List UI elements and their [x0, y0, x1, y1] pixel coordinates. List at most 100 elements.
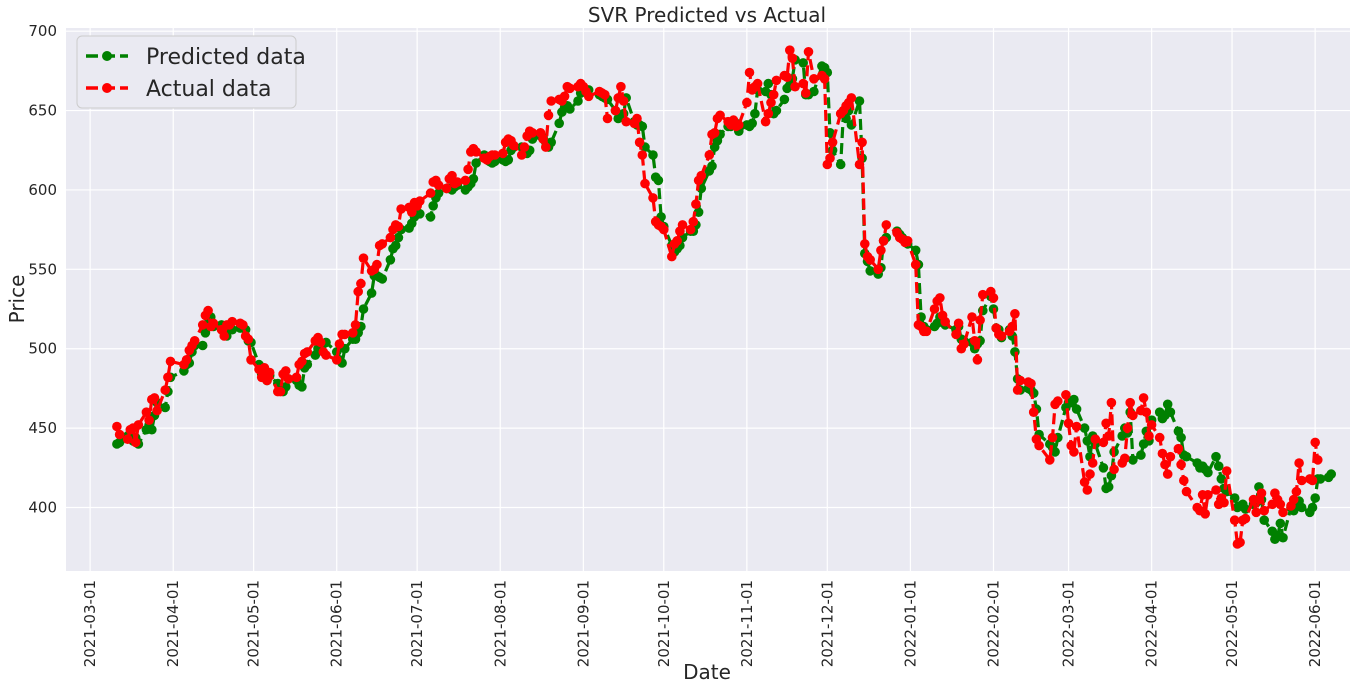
data-point-actual-data: [1229, 515, 1240, 525]
data-point-actual-data: [1063, 418, 1074, 429]
data-point-actual-data: [988, 293, 999, 303]
data-point-actual-data: [559, 91, 570, 102]
data-point-actual-data: [798, 78, 808, 89]
data-point-actual-data: [565, 83, 575, 94]
data-point-actual-data: [1122, 423, 1133, 433]
data-point-predicted-data: [1213, 461, 1224, 472]
data-point-actual-data: [978, 289, 988, 300]
data-point-predicted-data: [1307, 502, 1318, 513]
data-point-actual-data: [219, 331, 229, 341]
data-point-actual-data: [122, 434, 133, 445]
data-point-actual-data: [1141, 407, 1152, 418]
data-point-actual-data: [433, 180, 444, 190]
data-point-predicted-data: [1296, 502, 1307, 513]
data-point-actual-data: [281, 366, 291, 376]
y-tick-label: 600: [28, 181, 57, 199]
legend-box: [76, 35, 297, 109]
data-point-predicted-data: [415, 209, 425, 219]
series-actual-data: [112, 45, 1323, 549]
data-point-actual-data: [621, 116, 631, 127]
data-point-actual-data: [463, 164, 473, 175]
data-point-predicted-data: [1275, 518, 1286, 529]
data-point-predicted-data: [1259, 515, 1269, 525]
data-point-actual-data: [766, 97, 776, 108]
data-point-actual-data: [709, 128, 720, 138]
data-point-actual-data: [902, 236, 913, 246]
data-point-actual-data: [768, 89, 779, 100]
data-point-actual-data: [1275, 499, 1286, 510]
data-point-actual-data: [1015, 375, 1026, 386]
data-point-actual-data: [910, 259, 921, 270]
data-point-actual-data: [854, 159, 865, 170]
data-point-actual-data: [1157, 448, 1168, 459]
data-point-actual-data: [1028, 407, 1039, 418]
data-point-actual-data: [935, 293, 945, 303]
data-point-actual-data: [1291, 486, 1302, 497]
data-point-actual-data: [133, 420, 144, 430]
data-point-actual-data: [1240, 513, 1251, 524]
data-point-actual-data: [785, 45, 795, 55]
data-point-actual-data: [1061, 390, 1071, 400]
data-point-predicted-data: [1098, 463, 1109, 473]
data-point-actual-data: [1090, 434, 1101, 445]
data-point-predicted-data: [1278, 532, 1288, 543]
data-point-actual-data: [519, 142, 530, 152]
data-point-actual-data: [130, 437, 141, 448]
data-point-actual-data: [377, 239, 388, 249]
data-point-actual-data: [541, 142, 551, 152]
data-point-predicted-data: [573, 96, 583, 106]
data-point-actual-data: [865, 254, 875, 265]
data-point-predicted-data: [747, 118, 757, 129]
data-point-actual-data: [1026, 378, 1036, 389]
y-tick-label: 400: [28, 498, 57, 516]
data-point-actual-data: [527, 128, 538, 138]
data-point-predicted-data: [385, 254, 396, 265]
x-tick-label: 2022-02-01: [984, 580, 1002, 667]
data-point-predicted-data: [200, 328, 211, 338]
data-point-actual-data: [752, 78, 763, 89]
data-point-actual-data: [283, 374, 294, 384]
data-point-actual-data: [1047, 432, 1058, 443]
data-point-actual-data: [734, 120, 744, 130]
x-tick-label: 2022-05-01: [1223, 580, 1241, 667]
data-point-predicted-data: [377, 274, 388, 284]
data-point-predicted-data: [147, 424, 157, 435]
data-point-actual-data: [967, 312, 977, 322]
data-point-actual-data: [1138, 393, 1149, 403]
data-point-actual-data: [876, 245, 886, 256]
data-point-actual-data: [348, 328, 358, 338]
y-tick-label: 450: [28, 419, 57, 437]
data-point-predicted-data: [865, 266, 875, 276]
data-point-actual-data: [1162, 469, 1173, 479]
data-point-actual-data: [441, 183, 452, 194]
data-point-actual-data: [385, 232, 396, 243]
data-point-actual-data: [583, 91, 594, 102]
x-tick-label: 2021-09-01: [574, 580, 592, 667]
data-point-actual-data: [243, 334, 254, 345]
data-point-actual-data: [238, 320, 248, 330]
x-tick-label: 2022-01-01: [901, 580, 919, 667]
data-point-predicted-data: [1203, 467, 1213, 478]
data-point-actual-data: [141, 407, 152, 418]
data-point-actual-data: [1109, 464, 1119, 475]
data-point-predicted-data: [1069, 394, 1079, 405]
data-point-actual-data: [1307, 475, 1318, 486]
data-point-predicted-data: [114, 437, 125, 448]
data-point-actual-data: [704, 150, 715, 160]
data-point-actual-data: [460, 175, 471, 186]
data-point-actual-data: [1101, 418, 1111, 429]
data-point-actual-data: [677, 220, 688, 230]
data-point-actual-data: [1085, 469, 1095, 479]
data-point-actual-data: [602, 113, 613, 124]
data-point-predicted-data: [653, 175, 664, 186]
data-point-predicted-data: [1216, 474, 1227, 484]
data-point-actual-data: [972, 355, 983, 365]
data-point-actual-data: [197, 320, 208, 330]
data-point-predicted-data: [798, 58, 808, 68]
legend-label-predicted: Predicted data: [146, 45, 306, 70]
x-tick-label: 2021-08-01: [491, 580, 509, 667]
data-point-actual-data: [1128, 410, 1138, 421]
data-point-actual-data: [350, 320, 361, 330]
data-point-actual-data: [846, 93, 857, 103]
